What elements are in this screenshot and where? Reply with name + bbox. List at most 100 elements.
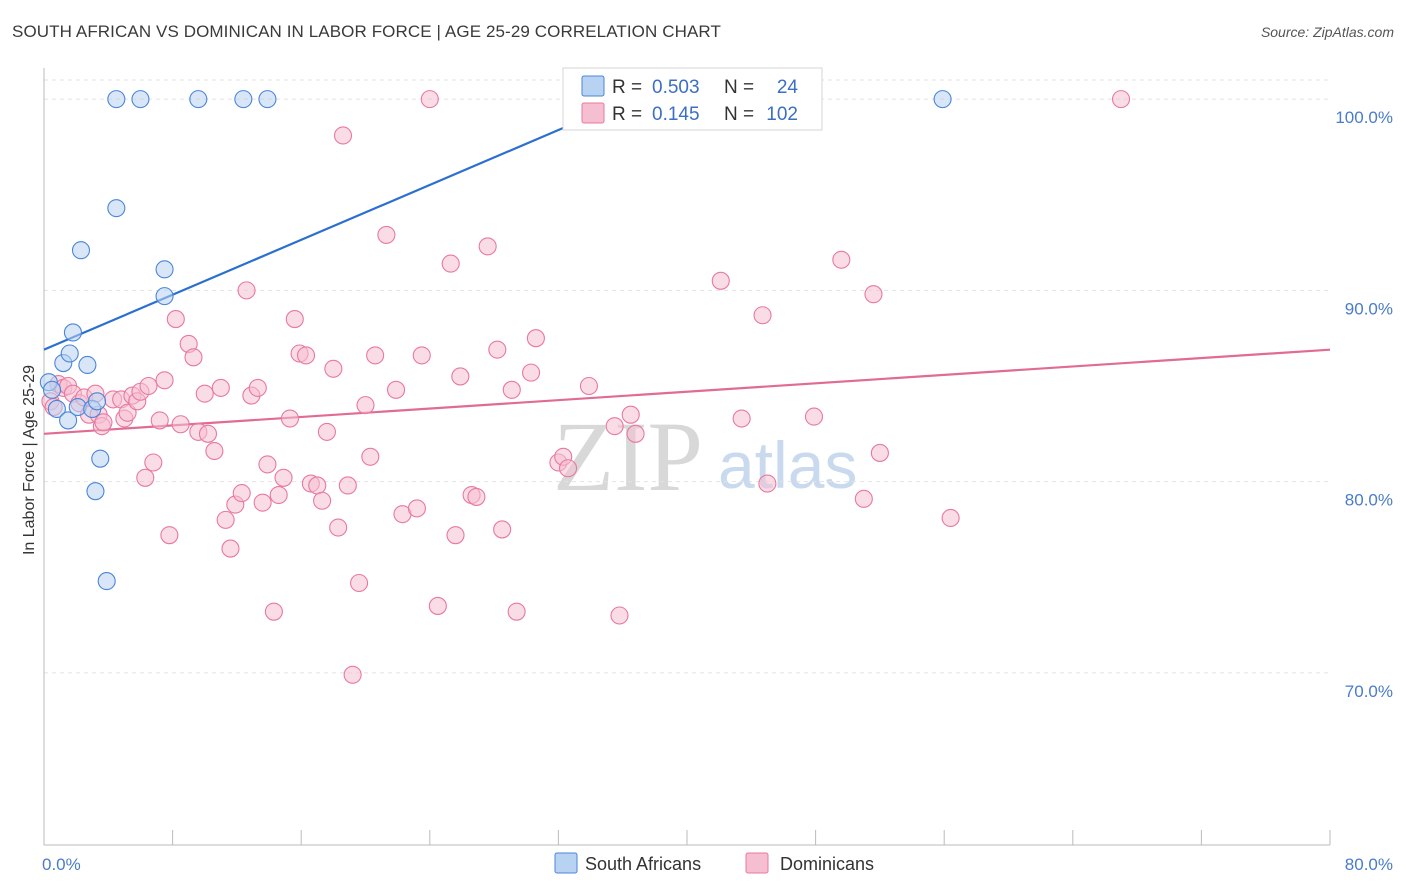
dominican-point <box>451 367 470 386</box>
dominican-point <box>753 306 772 325</box>
dominican-trend-line <box>43 348 1331 435</box>
dominican-point <box>621 405 640 424</box>
south-african-point <box>59 411 78 430</box>
dominican-point <box>313 491 332 510</box>
dominican-point <box>343 665 362 684</box>
south-african-point <box>155 287 174 306</box>
dominican-point <box>467 487 486 506</box>
dominican-point <box>832 250 851 269</box>
dominican-point <box>526 329 545 348</box>
dominican-point <box>356 396 375 415</box>
dominican-point <box>237 281 256 300</box>
dominican-point <box>205 441 224 461</box>
south-african-point <box>42 380 62 399</box>
dominican-point <box>139 376 158 396</box>
legend-r-value-0: 0.503 <box>652 77 700 98</box>
y-tick-label: 80.0% <box>1345 491 1393 510</box>
dominican-point <box>211 378 230 397</box>
dominican-point <box>412 346 431 365</box>
dominican-point <box>478 237 497 256</box>
dominican-point <box>308 476 327 495</box>
dominican-point <box>605 417 624 436</box>
dominican-point <box>941 508 960 528</box>
series-legend: South Africans Dominicans <box>554 852 874 874</box>
stats-legend: R = 0.503 N = 24 R = 0.145 N = 102 <box>562 67 823 131</box>
x-tick-label: 80.0% <box>1345 855 1393 874</box>
dominican-point <box>1111 90 1131 109</box>
dominican-point <box>420 90 439 109</box>
x-tick-label: 0.0% <box>42 855 81 874</box>
y-tick-label: 100.0% <box>1335 108 1393 127</box>
south-african-point <box>189 90 208 109</box>
south-african-point <box>155 260 174 279</box>
dominican-point <box>195 384 214 403</box>
watermark-atlas: atlas <box>718 428 857 502</box>
legend-swatch-south-africans <box>581 75 605 97</box>
dominican-point <box>136 468 155 487</box>
south-african-point <box>60 344 79 363</box>
dominican-point <box>579 376 598 396</box>
dominican-point <box>493 520 512 539</box>
dominican-point <box>160 526 179 545</box>
dominican-point <box>258 455 277 474</box>
dominican-point <box>407 499 426 518</box>
y-tick-label: 70.0% <box>1345 682 1393 701</box>
south-african-point <box>71 241 91 260</box>
south-african-point <box>87 392 107 411</box>
south-african-point <box>97 572 116 591</box>
dominican-point <box>324 359 343 378</box>
south-african-point <box>91 449 110 468</box>
south-african-point <box>78 355 97 375</box>
dominican-point <box>854 489 873 508</box>
dominican-point <box>329 518 348 537</box>
south-african-point <box>63 323 82 342</box>
dominican-point <box>221 539 240 558</box>
source-label: Source: ZipAtlas.com <box>1260 24 1394 40</box>
series-legend-swatch-dominicans <box>745 852 769 874</box>
series-legend-label-south-africans: South Africans <box>585 854 701 874</box>
dominican-point <box>296 346 316 365</box>
legend-n-label-1: N = <box>724 104 754 125</box>
dominican-point <box>626 424 645 443</box>
y-axis-label: In Labor Force | Age 25-29 <box>21 365 38 555</box>
legend-r-label-0: R = <box>612 77 642 98</box>
south-african-point <box>131 90 150 109</box>
dominican-point <box>248 378 267 397</box>
dominican-point <box>285 310 304 329</box>
dominican-point <box>317 422 336 441</box>
dominican-point <box>333 126 353 145</box>
dominican-point <box>386 380 406 399</box>
south-african-point <box>47 399 66 419</box>
dominican-point <box>253 493 272 512</box>
dominican-point <box>502 380 521 399</box>
dominican-point <box>94 413 113 432</box>
dominican-point <box>522 363 541 382</box>
trend-lines <box>43 98 1331 435</box>
stats-legend-box <box>562 67 823 131</box>
dominican-point <box>446 526 465 545</box>
dominican-point <box>274 468 293 487</box>
dominican-point <box>155 371 174 390</box>
dominican-point <box>441 254 460 273</box>
series-legend-label-dominicans: Dominicans <box>780 854 874 874</box>
dominican-point <box>338 476 357 495</box>
south-african-point <box>107 199 126 218</box>
dominican-point <box>428 596 447 615</box>
axes: 70.0% 80.0% 90.0% 100.0% 0.0% 80.0% <box>42 68 1393 874</box>
dominican-point <box>150 411 169 430</box>
dominican-point <box>377 225 396 244</box>
dominican-point <box>870 443 889 462</box>
dominican-point <box>144 453 163 472</box>
dominican-point <box>488 340 507 359</box>
dominican-point <box>171 415 190 434</box>
south-african-point <box>86 482 105 501</box>
dominican-point <box>732 409 751 428</box>
dominican-point <box>804 407 824 426</box>
legend-swatch-dominicans <box>581 102 605 124</box>
legend-n-value-1: 102 <box>766 104 798 125</box>
south-african-point <box>258 90 277 109</box>
chart-title: SOUTH AFRICAN VS DOMINICAN IN LABOR FORC… <box>12 22 721 41</box>
dominican-point <box>361 447 380 466</box>
south-african-trend-line <box>43 98 632 351</box>
